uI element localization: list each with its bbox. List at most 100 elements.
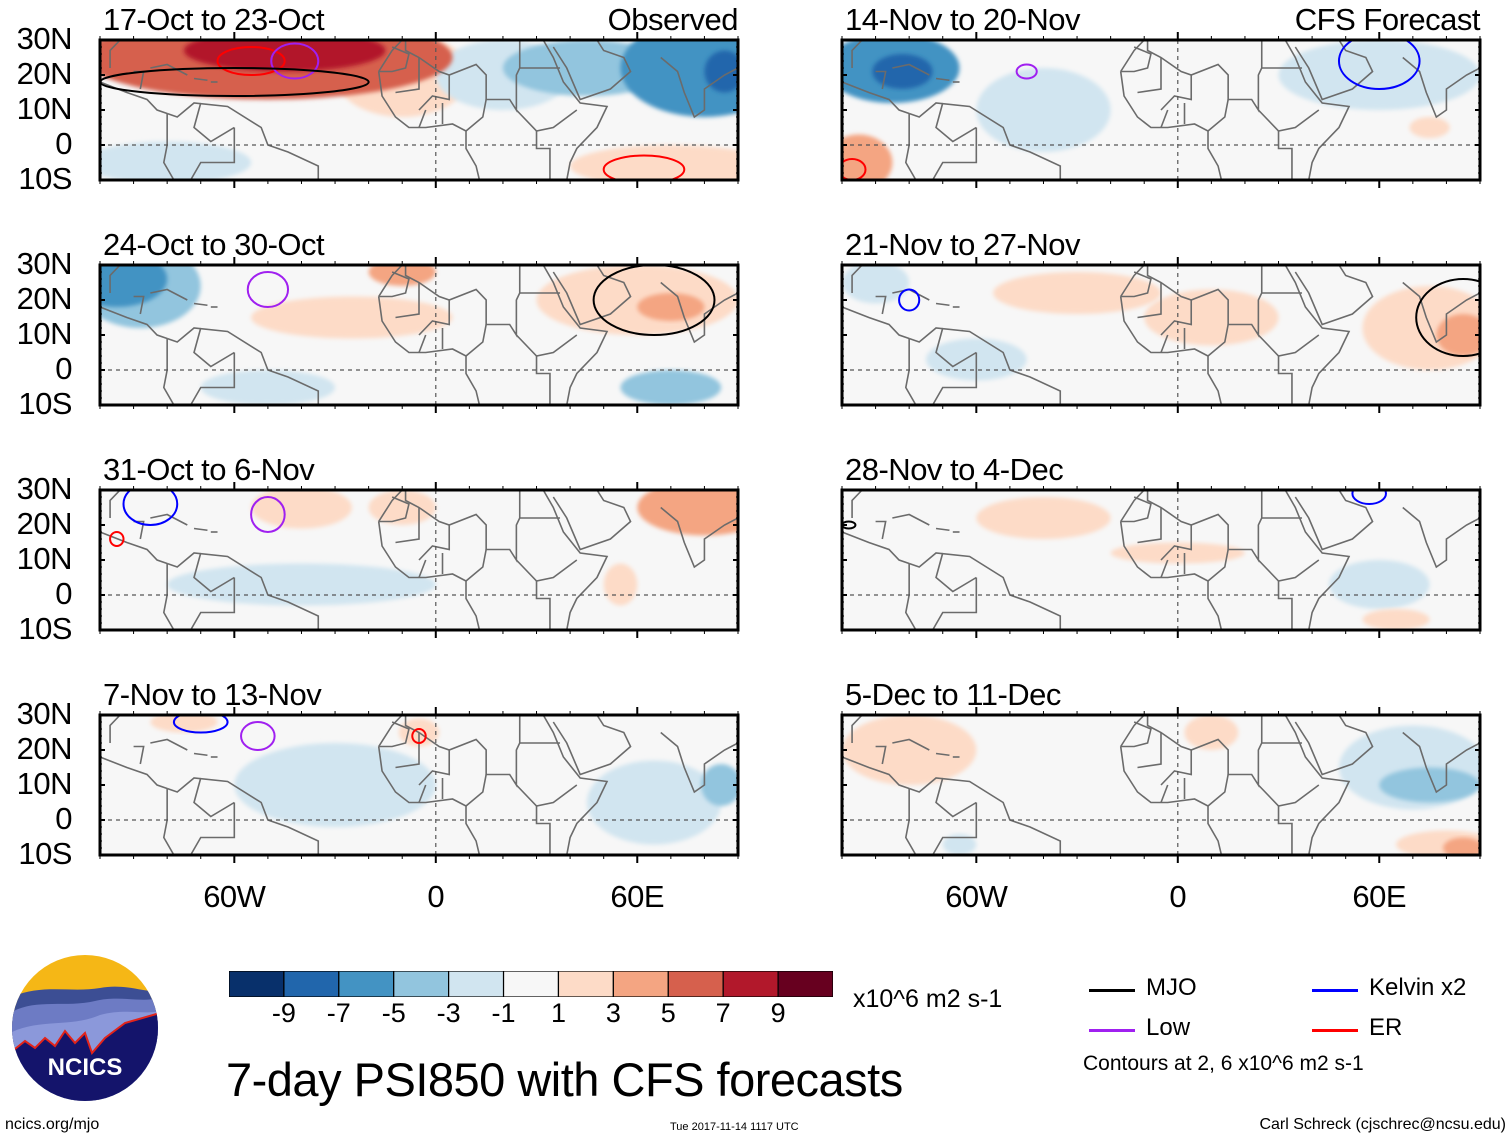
figure-title: 7-day PSI850 with CFS forecasts xyxy=(226,1053,903,1106)
coastline xyxy=(935,77,950,82)
colorbar-swatch xyxy=(777,971,833,997)
coastline xyxy=(1120,490,1145,522)
coastline xyxy=(931,802,978,855)
coastline xyxy=(133,295,145,315)
anomaly-shade xyxy=(1409,117,1450,138)
y-tick-label: 30N xyxy=(16,696,73,731)
anomaly-shade xyxy=(993,272,1161,314)
coastline xyxy=(1137,57,1162,94)
coastline xyxy=(552,715,632,776)
contour-low xyxy=(1015,63,1038,80)
coastline xyxy=(193,102,235,143)
y-tick-label: 0 xyxy=(55,801,72,836)
coastline xyxy=(1284,265,1351,405)
coastline xyxy=(535,806,551,855)
coastline xyxy=(150,63,188,76)
coastline xyxy=(193,302,208,307)
colorbar-units: x10^6 m2 s-1 xyxy=(853,985,1003,1013)
coastline xyxy=(189,127,236,180)
coastline xyxy=(378,265,403,297)
coastline xyxy=(109,40,121,68)
legend-label: Low xyxy=(1146,1014,1191,1041)
coastline xyxy=(166,102,320,180)
coastline xyxy=(931,577,978,630)
contour-kelvin-x2 xyxy=(172,715,229,734)
coastline xyxy=(535,581,551,630)
coastline xyxy=(552,490,632,551)
coastline xyxy=(892,738,930,751)
anomaly-shade xyxy=(976,497,1111,539)
coastline xyxy=(1160,525,1193,561)
legend-line-low xyxy=(1089,1029,1135,1032)
coastline xyxy=(660,731,738,794)
colorbar-swatch xyxy=(229,971,285,997)
coastline xyxy=(418,300,451,336)
coastline xyxy=(908,552,1062,630)
coastline xyxy=(515,334,578,357)
coastline xyxy=(1277,581,1293,630)
coastline xyxy=(193,777,235,818)
coastline xyxy=(1402,56,1480,119)
coastline xyxy=(935,527,950,532)
coastline xyxy=(1284,490,1351,630)
anomaly-shade xyxy=(100,265,168,307)
coastline xyxy=(935,552,977,593)
coastline xyxy=(166,777,320,855)
coastline xyxy=(875,520,887,540)
coastline xyxy=(935,102,977,143)
coastline xyxy=(842,81,910,115)
coastline xyxy=(904,563,917,630)
anomaly-shade xyxy=(842,134,893,180)
coastline xyxy=(378,715,403,747)
anomaly-shade xyxy=(1328,560,1430,609)
coastline xyxy=(150,738,188,751)
colorbar-label: 5 xyxy=(660,998,676,1028)
colorbar-label: -7 xyxy=(326,998,351,1028)
coastline xyxy=(842,531,910,565)
coastline xyxy=(465,549,487,582)
colorbar-label: 9 xyxy=(770,998,786,1028)
coastline xyxy=(1160,334,1169,353)
x-tick-label: 60E xyxy=(1352,879,1407,914)
coastline xyxy=(1277,131,1293,180)
coastline xyxy=(109,490,121,518)
anomaly-shade xyxy=(976,68,1111,152)
coastline xyxy=(660,506,738,569)
anomaly-shade xyxy=(1436,314,1480,356)
coastline xyxy=(418,334,427,353)
anomaly-shade xyxy=(842,715,977,785)
coastline xyxy=(875,70,887,90)
coastline xyxy=(100,531,168,565)
coastline xyxy=(378,271,410,298)
coastline xyxy=(193,327,235,368)
coastline xyxy=(552,40,632,101)
colorbar-label: 3 xyxy=(605,998,621,1028)
coastline xyxy=(150,513,188,526)
coastline xyxy=(1119,746,1223,855)
panel-title: 5-Dec to 11-Dec xyxy=(845,677,1061,712)
coastline xyxy=(1120,496,1152,523)
coastline xyxy=(1160,784,1169,803)
source-link[interactable]: ncics.org/mjo xyxy=(5,1116,100,1133)
panel-title: 17-Oct to 23-Oct xyxy=(103,2,325,37)
author-credit: Carl Schreck (cjschrec@ncsu.edu) xyxy=(1259,1116,1506,1133)
coastline xyxy=(892,63,930,76)
coastline xyxy=(378,496,410,523)
coastline xyxy=(1120,271,1152,298)
coastline xyxy=(904,113,917,180)
coastline xyxy=(1257,784,1320,807)
y-tick-label: 10N xyxy=(16,541,73,576)
coastline xyxy=(465,774,487,807)
coastline xyxy=(1277,806,1293,855)
colorbar-label: 7 xyxy=(715,998,731,1028)
colorbar-swatch xyxy=(667,971,724,997)
coastline xyxy=(377,521,481,630)
coastline xyxy=(378,40,403,72)
map-panel xyxy=(98,482,740,638)
coastline xyxy=(1137,732,1162,769)
contour-er xyxy=(411,728,427,744)
y-tick-label: 0 xyxy=(55,351,72,386)
coastline xyxy=(1120,46,1152,73)
x-tick-label: 60W xyxy=(203,879,266,914)
coastline xyxy=(908,102,1062,180)
